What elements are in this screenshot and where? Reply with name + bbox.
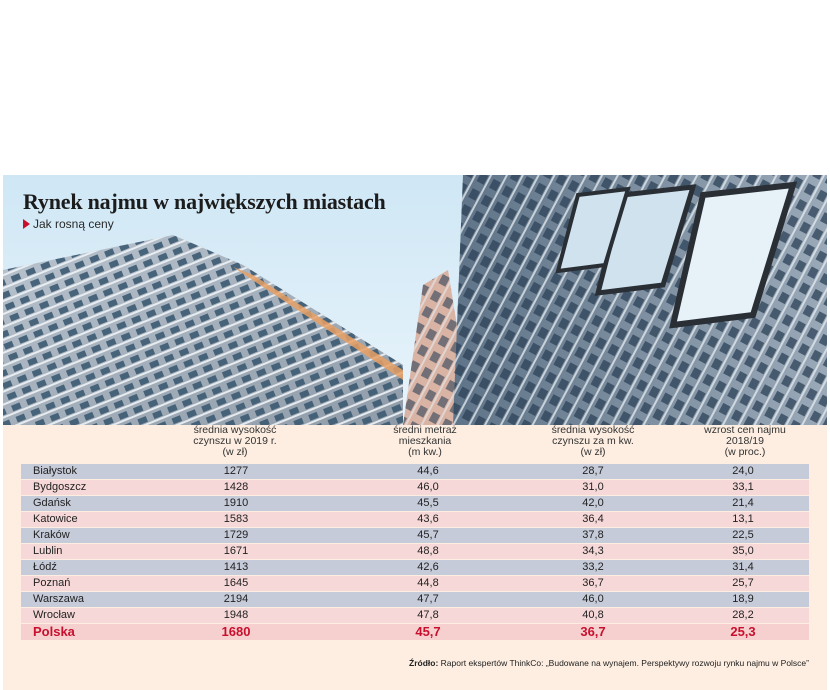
- header-rent-line2: czynszu w 2019 r.: [193, 435, 277, 447]
- header-rent-m2-line2: czynszu za m kw.: [552, 435, 634, 447]
- header-growth-line2: 2018/19: [726, 435, 764, 447]
- cell-area: 48,8: [417, 545, 439, 557]
- header-area-line3: (m kw.): [408, 446, 442, 458]
- cell-rent: 1948: [223, 609, 249, 621]
- cell-city: Bydgoszcz: [33, 481, 87, 493]
- table-row: Bydgoszcz 1428 46,0 31,0 33,1: [21, 480, 809, 495]
- triangle-bullet-icon: [23, 219, 30, 229]
- cell-rent: 1428: [223, 481, 249, 493]
- table-row: Wrocław 1948 47,8 40,8 28,2: [21, 608, 809, 623]
- cell-rent-m2: 46,0: [582, 593, 604, 605]
- cell-rent: 1583: [223, 513, 249, 525]
- cell-growth: 33,1: [732, 481, 754, 493]
- total-row: Polska 1680 45,7 36,7 25,3: [21, 624, 809, 640]
- source-text: Raport ekspertów ThinkCo: „Budowane na w…: [440, 658, 809, 668]
- header-rent-m2: średnia wysokość czynszu za m kw. (w zł): [523, 425, 663, 458]
- cell-rent: 1680: [221, 624, 251, 639]
- cell-area: 45,7: [415, 624, 441, 639]
- cell-growth: 22,5: [732, 529, 754, 541]
- cell-area: 42,6: [417, 561, 439, 573]
- subtitle: Jak rosną ceny: [23, 217, 114, 231]
- cell-rent-m2: 40,8: [582, 609, 604, 621]
- cell-city: Kraków: [33, 529, 70, 541]
- cell-rent-m2: 42,0: [582, 497, 604, 509]
- cell-rent: 2194: [223, 593, 249, 605]
- cell-city: Polska: [33, 624, 75, 639]
- table-row: Warszawa 2194 47,7 46,0 18,9: [21, 592, 809, 607]
- cell-rent: 1645: [223, 577, 249, 589]
- cell-growth: 24,0: [732, 465, 754, 477]
- header-rent: średnia wysokość czynszu w 2019 r. (w zł…: [165, 425, 305, 458]
- infographic: Rynek najmu w największych miastach Jak …: [3, 175, 827, 690]
- table-row: Gdańsk 1910 45,5 42,0 21,4: [21, 496, 809, 511]
- cell-area: 45,7: [417, 529, 439, 541]
- cell-growth: 21,4: [732, 497, 754, 509]
- header-growth: wzrost cen najmu 2018/19 (w proc.): [675, 425, 815, 458]
- cell-rent: 1729: [223, 529, 249, 541]
- cell-rent-m2: 28,7: [582, 465, 604, 477]
- source-note: Źródło: Raport ekspertów ThinkCo: „Budow…: [409, 658, 809, 668]
- cell-city: Łódź: [33, 561, 57, 573]
- cell-rent-m2: 34,3: [582, 545, 604, 557]
- cell-growth: 18,9: [732, 593, 754, 605]
- table-row: Łódź 1413 42,6 33,2 31,4: [21, 560, 809, 575]
- cell-growth: 13,1: [732, 513, 754, 525]
- cell-rent-m2: 31,0: [582, 481, 604, 493]
- table-row: Lublin 1671 48,8 34,3 35,0: [21, 544, 809, 559]
- table-row: Białystok 1277 44,6 28,7 24,0: [21, 464, 809, 479]
- cell-rent: 1671: [223, 545, 249, 557]
- header-rent-line3: (w zł): [222, 446, 248, 458]
- table-row: Katowice 1583 43,6 36,4 13,1: [21, 512, 809, 527]
- cell-city: Katowice: [33, 513, 78, 525]
- cell-rent-m2: 36,4: [582, 513, 604, 525]
- cell-rent-m2: 36,7: [580, 624, 606, 639]
- cell-area: 45,5: [417, 497, 439, 509]
- subtitle-text: Jak rosną ceny: [33, 217, 114, 231]
- header-growth-line1: wzrost cen najmu: [704, 424, 786, 436]
- header-rent-m2-line1: średnia wysokość: [551, 424, 635, 436]
- page-title: Rynek najmu w największych miastach: [23, 189, 386, 214]
- cell-city: Warszawa: [33, 593, 84, 605]
- table-row: Kraków 1729 45,7 37,8 22,5: [21, 528, 809, 543]
- cell-rent-m2: 33,2: [582, 561, 604, 573]
- cell-rent-m2: 37,8: [582, 529, 604, 541]
- cell-city: Lublin: [33, 545, 63, 557]
- cell-city: Wrocław: [33, 609, 75, 621]
- cell-city: Białystok: [33, 465, 78, 477]
- cell-area: 44,8: [417, 577, 439, 589]
- cell-growth: 25,3: [730, 624, 756, 639]
- cell-city: Gdańsk: [33, 497, 71, 509]
- source-label: Źródło:: [409, 658, 439, 668]
- cell-rent-m2: 36,7: [582, 577, 604, 589]
- cell-area: 44,6: [417, 465, 439, 477]
- cell-rent: 1413: [223, 561, 249, 573]
- cell-rent: 1277: [223, 465, 249, 477]
- cell-area: 43,6: [417, 513, 439, 525]
- header-growth-line3: (w proc.): [724, 446, 766, 458]
- buildings-photo: [3, 175, 827, 425]
- cell-growth: 35,0: [732, 545, 754, 557]
- cell-growth: 25,7: [732, 577, 754, 589]
- header-rent-line1: średnia wysokość: [193, 424, 277, 436]
- cell-area: 46,0: [417, 481, 439, 493]
- cell-rent: 1910: [223, 497, 249, 509]
- cell-area: 47,7: [417, 593, 439, 605]
- cell-area: 47,8: [417, 609, 439, 621]
- table-row: Poznań 1645 44,8 36,7 25,7: [21, 576, 809, 591]
- cell-growth: 31,4: [732, 561, 754, 573]
- header-area: średni metraż mieszkania (m kw.): [355, 425, 495, 458]
- header-rent-m2-line3: (w zł): [580, 446, 606, 458]
- header-area-line1: średni metraż: [393, 424, 457, 436]
- cell-city: Poznań: [33, 577, 71, 589]
- header-area-line2: mieszkania: [398, 435, 452, 447]
- cell-growth: 28,2: [732, 609, 754, 621]
